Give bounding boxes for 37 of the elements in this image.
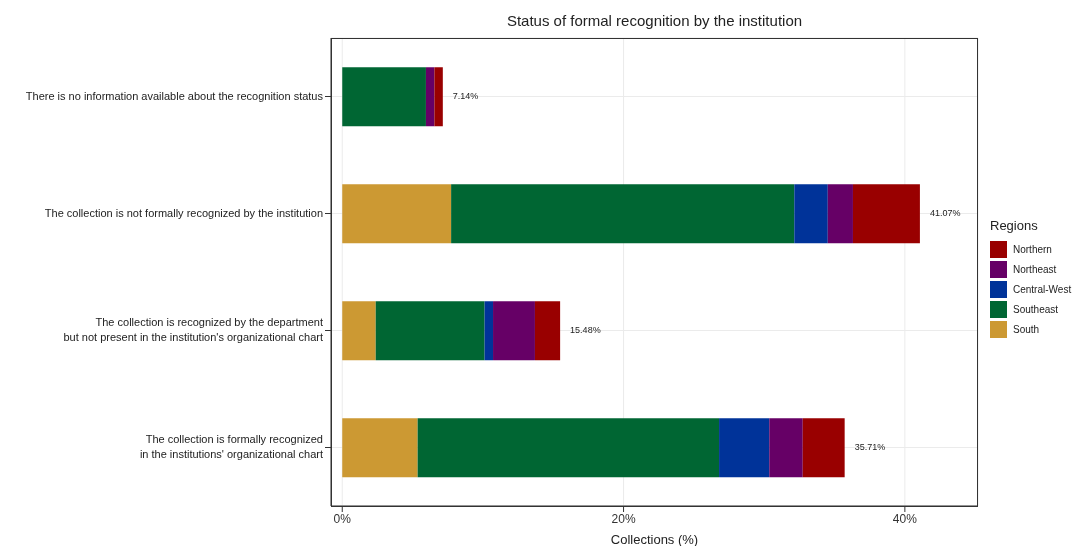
bar bbox=[342, 184, 452, 244]
bar bbox=[852, 184, 920, 244]
bar bbox=[534, 301, 561, 361]
x-tick-label: 20% bbox=[611, 511, 636, 526]
legend-label: Southeast bbox=[1013, 303, 1059, 315]
x-tick-label: 0% bbox=[333, 511, 352, 526]
total-label: 41.07% bbox=[929, 208, 961, 219]
bar bbox=[417, 418, 720, 478]
y-tick-label: There is no information available about the recognition status bbox=[25, 89, 324, 102]
bar bbox=[451, 184, 795, 244]
bar bbox=[794, 184, 828, 244]
chart-title: Status of formal recognition by the institution bbox=[505, 12, 804, 29]
y-tick-label: The collection is not formally recognized by the institution bbox=[44, 206, 323, 219]
bar bbox=[425, 67, 435, 127]
bar bbox=[484, 301, 494, 361]
x-tick-label: 40% bbox=[892, 511, 918, 526]
y-tick-label: The collection is recognized by the department but not present in the institution's organizational chart bbox=[63, 315, 323, 343]
total-label: 7.14% bbox=[452, 91, 479, 102]
legend-label: South bbox=[1013, 323, 1040, 335]
bar bbox=[827, 184, 853, 244]
legend-title: Regions bbox=[990, 218, 1039, 233]
bar bbox=[342, 418, 418, 478]
legend-label: Northeast bbox=[1013, 263, 1057, 275]
bar bbox=[719, 418, 770, 478]
bar bbox=[342, 67, 426, 127]
total-label: 35.71% bbox=[854, 442, 886, 453]
bar bbox=[434, 67, 443, 127]
bar bbox=[493, 301, 535, 361]
bar bbox=[375, 301, 485, 361]
legend-label: Northern bbox=[1013, 243, 1052, 255]
legend-label: Central-West bbox=[1013, 283, 1072, 295]
bar bbox=[769, 418, 803, 478]
total-label: 15.48% bbox=[570, 325, 601, 336]
bar bbox=[802, 418, 845, 478]
x-axis-title: Collections (%) bbox=[610, 532, 699, 547]
y-tick-label: The collection is formally recognized in the institutions' organizational chart bbox=[139, 432, 323, 460]
bar bbox=[342, 301, 376, 361]
